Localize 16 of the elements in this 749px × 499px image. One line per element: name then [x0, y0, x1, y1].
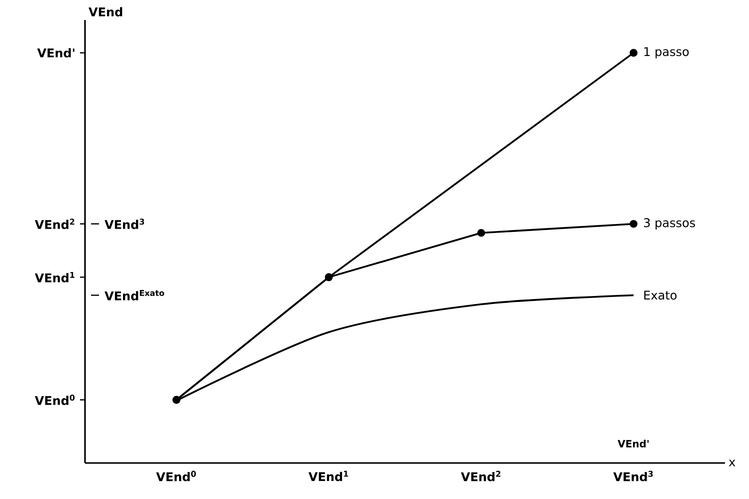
- x-tick-label: VEnd$^{1}$: [308, 470, 348, 482]
- annotation: VEnd$^{Exato}$: [104, 290, 164, 300]
- series-label: Exato: [644, 290, 677, 300]
- series-label: 1 passo: [644, 47, 689, 58]
- x-tick-label: VEnd$^{0}$: [156, 470, 196, 482]
- annotation: VEnd': [618, 440, 649, 448]
- text: VEnd$^{0}$: [34, 394, 75, 406]
- x-tick-label: VEnd$^{3}$: [613, 470, 653, 482]
- text: VEnd$^{1}$: [34, 272, 74, 282]
- text: VEnd': [37, 48, 74, 58]
- x-axis-title: x: [728, 460, 736, 466]
- series-label: 3 passos: [644, 218, 696, 230]
- text: VEnd$^{2}$: [34, 218, 74, 230]
- annotation: VEnd$^{3}$: [104, 218, 144, 230]
- x-tick-label: VEnd$^{2}$: [460, 470, 500, 482]
- y-axis-title: VEnd: [88, 7, 122, 16]
